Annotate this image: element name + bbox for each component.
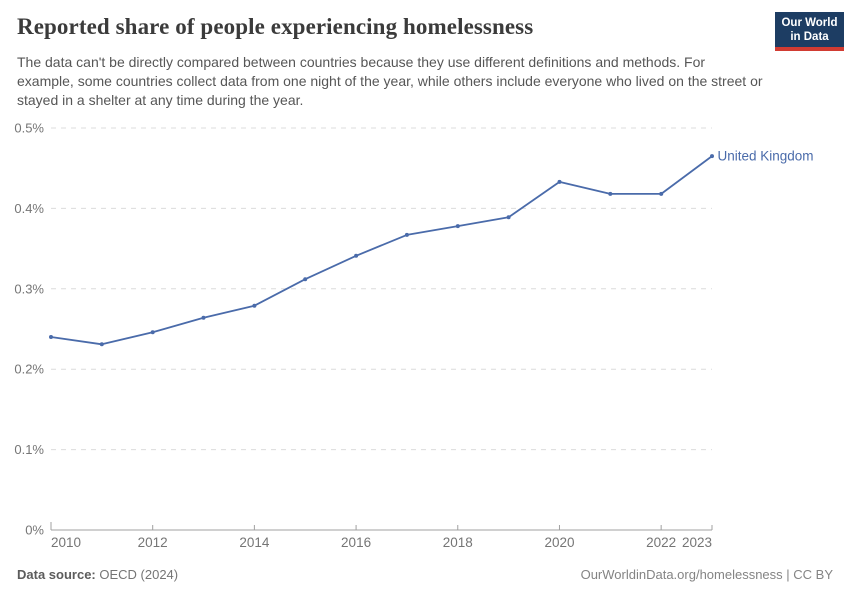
data-source: Data source: OECD (2024) (17, 567, 178, 582)
y-axis-tick-label: 0.5% (14, 121, 44, 136)
data-point-marker[interactable] (455, 224, 460, 229)
x-axis-tick-label: 2016 (341, 535, 371, 550)
data-point-marker[interactable] (252, 303, 257, 308)
y-axis-tick-label: 0.2% (14, 362, 44, 377)
owid-logo[interactable]: Our World in Data (775, 12, 844, 51)
data-point-marker[interactable] (150, 330, 155, 335)
x-axis-tick-label: 2012 (138, 535, 168, 550)
attribution-link[interactable]: OurWorldinData.org/homelessness | CC BY (580, 567, 833, 582)
y-axis-tick-label: 0.4% (14, 201, 44, 216)
line-chart-plot-area[interactable]: 0% 0.1% 0.2% 0.3% 0.4% 0.5% 2010 2012 2014 2016 20… (0, 110, 850, 560)
series-end-label: United Kingdom (718, 149, 814, 164)
page-title: Reported share of people experiencing ho… (17, 14, 534, 39)
data-point-marker[interactable] (354, 253, 359, 258)
data-point-marker[interactable] (99, 342, 104, 347)
owid-logo-line2: in Data (790, 30, 829, 43)
x-axis-tick-label: 2023 (682, 535, 712, 550)
x-axis-tick-label: 2020 (544, 535, 574, 550)
data-point-marker[interactable] (506, 215, 511, 220)
data-point-marker[interactable] (201, 315, 206, 320)
x-axis-tick-label: 2022 (646, 535, 676, 550)
owid-logo-line1: Our World (781, 16, 838, 29)
data-point-marker[interactable] (710, 154, 714, 159)
chart-footer: Data source: OECD (2024) OurWorldinData.… (17, 567, 833, 582)
x-axis-tick-label: 2014 (239, 535, 270, 550)
data-source-value: OECD (2024) (95, 567, 179, 582)
x-axis-tick-label: 2018 (443, 535, 473, 550)
chart-subtitle: The data can't be directly compared betw… (17, 54, 763, 108)
data-point-marker[interactable] (659, 191, 664, 196)
data-point-marker[interactable] (404, 232, 409, 237)
y-axis-tick-label: 0% (25, 523, 44, 538)
series-line[interactable] (50, 155, 713, 346)
y-axis-tick-label: 0.1% (14, 442, 44, 457)
data-source-label: Data source: (17, 567, 96, 582)
x-axis-tick-label: 2010 (51, 535, 81, 550)
data-point-marker[interactable] (49, 335, 53, 339)
data-point-marker[interactable] (608, 191, 613, 196)
data-point-marker[interactable] (303, 277, 308, 282)
y-axis-tick-label: 0.3% (14, 281, 44, 296)
data-point-marker[interactable] (557, 179, 562, 184)
